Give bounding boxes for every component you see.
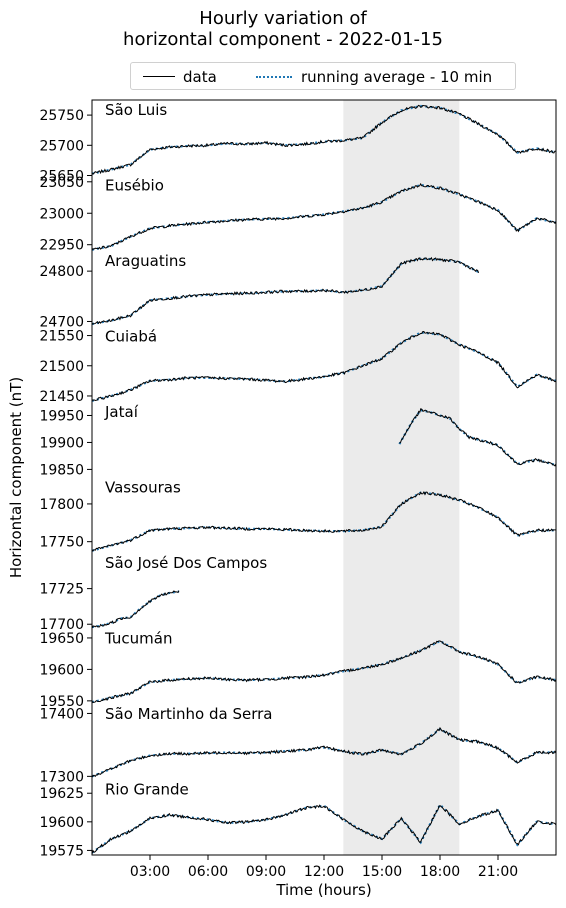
series-data-sao-martinho-da-serra: [91, 726, 557, 778]
series-data-vassouras: [91, 490, 557, 552]
y-tick-label-vassouras: 17800: [39, 497, 84, 513]
legend-swatch-data: [143, 76, 175, 77]
y-tick-label-rio-grande: 19625: [39, 786, 84, 802]
series-data-rio-grande: [91, 804, 557, 854]
series-data-cuiaba: [91, 330, 557, 401]
y-tick-label-eusebio: 23050: [39, 175, 84, 191]
shaded-interval: [343, 100, 460, 855]
panel-label-sao-martinho-da-serra: São Martinho da Serra: [105, 705, 272, 723]
y-tick-label-cuiaba: 21500: [39, 359, 84, 375]
series-data-sao-luis: [91, 104, 557, 175]
y-tick-label-sao-martinho-da-serra: 17400: [39, 706, 84, 722]
y-tick-label-araguatins: 24700: [39, 314, 84, 330]
y-tick-label-sao-luis: 25700: [39, 138, 84, 154]
y-tick-label-vassouras: 17750: [39, 535, 84, 551]
series-data-jatai: [399, 408, 557, 467]
series-running-average-jatai: [398, 408, 557, 467]
panel-label-cuiaba: Cuiabá: [105, 328, 157, 346]
y-tick-label-tucuman: 19650: [39, 631, 84, 647]
panel-label-tucuman: Tucumán: [104, 630, 172, 648]
y-tick-label-jatai: 19900: [39, 435, 84, 451]
legend-label-data: data: [183, 68, 217, 86]
y-tick-label-rio-grande: 19600: [39, 815, 84, 831]
y-tick-label-cuiaba: 21550: [39, 329, 84, 345]
legend-label-running-average: running average - 10 min: [301, 68, 493, 86]
y-tick-label-sao-jose-dos-campos: 17725: [39, 582, 84, 598]
y-axis-label: Horizontal component (nT): [7, 377, 25, 578]
legend: data running average - 10 min: [130, 62, 516, 90]
panel-label-sao-luis: São Luis: [105, 101, 167, 119]
y-tick-label-sao-martinho-da-serra: 17300: [39, 769, 84, 785]
series-data-sao-jose-dos-campos: [91, 590, 180, 629]
y-tick-label-jatai: 19950: [39, 408, 84, 424]
panel-label-vassouras: Vassouras: [105, 479, 181, 497]
series-data-araguatins: [91, 256, 480, 325]
series-running-average-sao-martinho-da-serra: [91, 727, 556, 778]
series-running-average-eusebio: [91, 183, 557, 251]
legend-swatch-running-average: [256, 76, 292, 78]
series-running-average-tucuman: [91, 639, 557, 704]
series-running-average-sao-jose-dos-campos: [91, 590, 180, 629]
panel-label-eusebio: Eusébio: [105, 177, 164, 195]
chart-title: Hourly variation of horizontal component…: [0, 8, 566, 50]
x-tick-label: 06:00: [188, 864, 228, 880]
plot-frame: [91, 99, 557, 856]
y-tick-label-tucuman: 19600: [39, 662, 84, 678]
y-tick-label-eusebio: 22950: [39, 238, 84, 254]
y-tick-label-eusebio: 23000: [39, 206, 84, 222]
panel-label-jatai: Jataí: [104, 403, 139, 421]
x-tick-label: 15:00: [362, 864, 402, 880]
series-running-average-sao-luis: [91, 104, 557, 175]
x-tick-label: 21:00: [478, 864, 518, 880]
panel-label-araguatins: Araguatins: [105, 252, 186, 270]
chart-title-line-2: horizontal component - 2022-01-15: [123, 29, 443, 50]
x-tick-label: 18:00: [420, 864, 460, 880]
series-running-average-rio-grande: [91, 802, 557, 854]
panel-label-rio-grande: Rio Grande: [105, 781, 189, 799]
series-running-average-vassouras: [91, 491, 556, 552]
x-tick-label: 09:00: [246, 864, 286, 880]
x-tick-label: 12:00: [304, 864, 344, 880]
panel-label-sao-jose-dos-campos: São José Dos Campos: [105, 554, 267, 572]
y-tick-label-araguatins: 24800: [39, 264, 84, 280]
series-data-eusebio: [91, 182, 557, 251]
y-tick-label-jatai: 19850: [39, 462, 84, 478]
y-tick-label-sao-luis: 25750: [39, 108, 84, 124]
y-tick-label-sao-luis: 25650: [39, 169, 84, 185]
y-tick-label-rio-grande: 19575: [39, 843, 84, 859]
chart-title-line-1: Hourly variation of: [199, 8, 367, 29]
y-tick-label-tucuman: 19550: [39, 694, 84, 710]
x-axis-label: Time (hours): [275, 881, 371, 899]
series-data-tucuman: [91, 640, 557, 703]
x-tick-label: 03:00: [130, 864, 170, 880]
y-tick-label-sao-jose-dos-campos: 17700: [39, 617, 84, 633]
y-tick-label-cuiaba: 21450: [39, 389, 84, 405]
series-running-average-cuiaba: [91, 331, 557, 402]
